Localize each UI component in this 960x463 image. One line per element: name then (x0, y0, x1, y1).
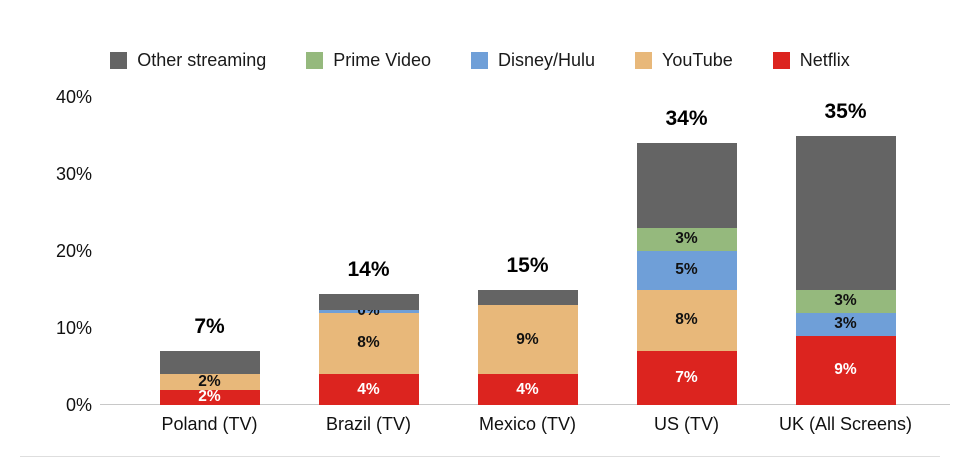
bar-total-label: 35% (824, 99, 867, 123)
x-axis-label-mexico-tv: Mexico (TV) (478, 414, 576, 434)
bar-segment-youtube (159, 374, 260, 390)
bar-total-label: 15% (506, 253, 549, 277)
y-tick-label: 0% (65, 395, 92, 415)
x-axis-label-poland-tv: Poland (TV) (161, 414, 258, 434)
bar-segment-prime-video (636, 227, 737, 251)
legend-label-netflix: Netflix (799, 50, 850, 70)
bar-segment-disney-hulu (795, 312, 896, 336)
y-tick-label: 10% (55, 318, 92, 338)
bar-segment-youtube (636, 289, 737, 352)
y-tick-label: 20% (55, 241, 92, 261)
bar-segment-disney-hulu (318, 309, 419, 313)
bar-total-label: 34% (665, 107, 708, 131)
bar-total-label: 14% (347, 258, 390, 282)
bar-segment-youtube (477, 304, 578, 375)
bar-segment-other-streaming (477, 289, 578, 305)
bar-uk-all-screens: 9% 3% 3% 35% (795, 100, 896, 405)
bar-segment-other-streaming (636, 143, 737, 228)
legend-item-other-streaming: Other streaming (110, 50, 266, 71)
chart-bottom-border (20, 456, 940, 457)
y-tick-label: 30% (55, 164, 92, 184)
bar-segment-other-streaming (318, 294, 419, 310)
legend-label-prime-video: Prime Video (333, 50, 431, 70)
bar-segment-netflix (159, 389, 260, 405)
legend-label-other-streaming: Other streaming (137, 50, 267, 70)
bar-poland-tv: 2% 2% 7% (159, 315, 260, 405)
legend-item-prime-video: Prime Video (306, 50, 431, 71)
legend-label-youtube: YouTube (662, 50, 733, 70)
legend-item-youtube: YouTube (635, 50, 733, 71)
bar-segment-other-streaming (795, 135, 896, 290)
bar-segment-disney-hulu (636, 251, 737, 290)
bar-segment-netflix (318, 374, 419, 405)
y-tick-label: 40% (55, 87, 92, 107)
bar-brazil-tv: 4% 8% 0% 14% (318, 258, 419, 405)
legend-label-disney-hulu: Disney/Hulu (497, 50, 596, 70)
x-axis-label-us-tv: US (TV) (654, 414, 719, 434)
plot-area: 2% 2% 7% Poland (TV) 4% 8% 0% 14% Brazil (TV) 4% 9… (130, 97, 925, 434)
legend-swatch-disney-hulu (470, 52, 488, 69)
legend-swatch-other-streaming (110, 52, 128, 69)
bar-mexico-tv: 4% 9% 15% (477, 254, 578, 405)
legend-swatch-youtube (635, 52, 653, 69)
legend-item-netflix: Netflix (772, 50, 850, 71)
bar-total-label: 7% (194, 315, 225, 339)
chart-legend: Other streaming Prime Video Disney/Hulu You… (0, 50, 960, 71)
x-axis-label-uk-all-screens: UK (All Screens) (778, 414, 913, 434)
bar-segment-other-streaming (159, 351, 260, 375)
legend-item-disney-hulu: Disney/Hulu (470, 50, 596, 71)
bar-segment-netflix (477, 374, 578, 405)
x-axis-label-brazil-tv: Brazil (TV) (326, 414, 411, 434)
bar-us-tv: 7% 8% 5% 3% 34% (636, 107, 737, 405)
bar-segment-prime-video (795, 289, 896, 313)
legend-swatch-prime-video (306, 52, 324, 69)
bar-segment-youtube (318, 312, 419, 375)
bar-segment-netflix (795, 335, 896, 405)
legend-swatch-netflix (772, 52, 790, 69)
bar-segment-netflix (636, 351, 737, 405)
